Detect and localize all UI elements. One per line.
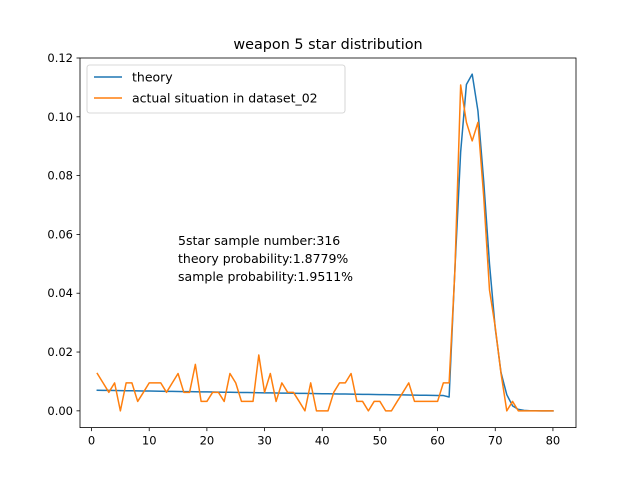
plot-area: [80, 58, 576, 428]
x-axis: 0 10 20 30 40 50 60 70 80: [88, 427, 561, 448]
annotation: 5star sample number:316 theory probabilit…: [178, 233, 353, 284]
chart-title: weapon 5 star distribution: [233, 37, 422, 53]
x-tick-label: 0: [88, 434, 95, 448]
x-tick-label: 60: [430, 434, 445, 448]
legend-label: theory: [132, 70, 173, 85]
annotation-line: sample probability:1.9511%: [178, 269, 353, 284]
annotation-line: theory probability:1.8779%: [178, 251, 348, 266]
y-tick-label: 0.02: [47, 345, 73, 359]
y-tick-label: 0.12: [47, 51, 73, 65]
series-line-0: [96, 73, 554, 412]
legend-box: [86, 64, 346, 114]
series-line-1: [96, 84, 554, 412]
y-tick-label: 0.10: [47, 110, 73, 124]
legend-label: actual situation in dataset_02: [132, 91, 318, 106]
series-layer: [96, 73, 554, 412]
x-tick-label: 30: [257, 434, 272, 448]
annotation-line: 5star sample number:316: [178, 233, 340, 248]
y-tick-label: 0.00: [47, 404, 73, 418]
x-tick-label: 40: [315, 434, 330, 448]
x-tick-label: 50: [373, 434, 388, 448]
legend: theory actual situation in dataset_02: [86, 64, 346, 114]
x-tick-label: 20: [200, 434, 215, 448]
y-axis: 0.00 0.02 0.04 0.06 0.08 0.10 0.12: [47, 51, 80, 418]
y-tick-label: 0.06: [47, 227, 73, 241]
x-tick-label: 10: [142, 434, 157, 448]
x-tick-label: 80: [546, 434, 561, 448]
plot-frame: [79, 57, 577, 429]
y-tick-label: 0.08: [47, 169, 73, 183]
x-tick-label: 70: [488, 434, 503, 448]
y-tick-label: 0.04: [47, 286, 73, 300]
